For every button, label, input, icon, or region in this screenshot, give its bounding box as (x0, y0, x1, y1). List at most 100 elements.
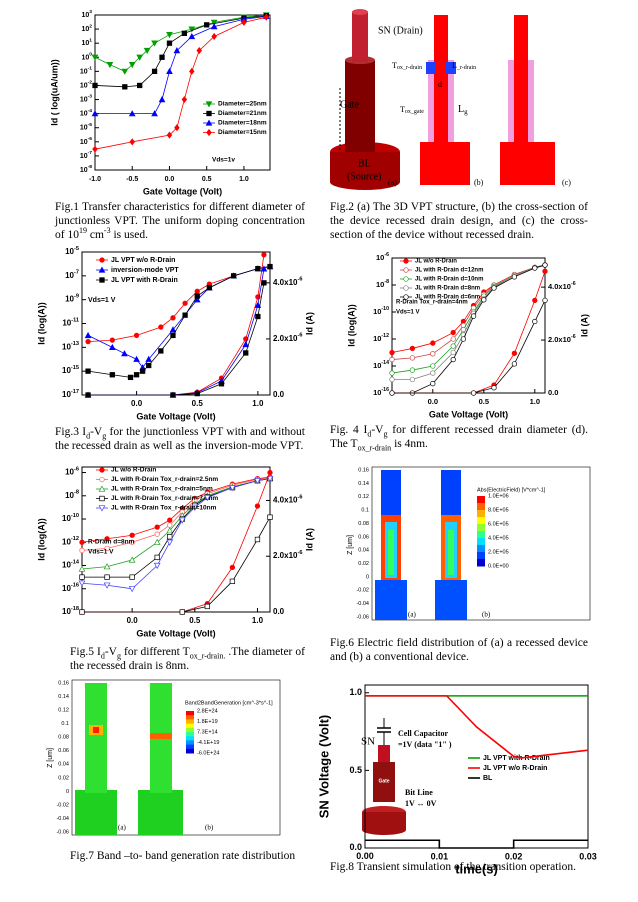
marker (196, 46, 202, 55)
marker (403, 267, 409, 273)
marker (128, 586, 136, 593)
gate-body (345, 60, 375, 152)
caption-text: 19 (78, 226, 87, 236)
device (85, 683, 107, 793)
marker (78, 565, 86, 572)
legend-label: JL with R-Drain Tox_r-drain=5nm (111, 486, 213, 493)
tick-exponent: -6 (571, 282, 576, 288)
y-tick-label: 10-12 (373, 333, 389, 343)
tick-exponent: -16 (381, 387, 389, 393)
sub: g (464, 108, 468, 116)
marker (143, 47, 151, 55)
marker (532, 297, 538, 304)
marker (167, 517, 173, 523)
sub: _r-drain (456, 65, 476, 71)
label: Tox_r-drain (392, 61, 422, 72)
drain-rod (352, 12, 368, 62)
marker (450, 356, 456, 363)
marker (169, 326, 177, 333)
x-tick-label: -0.5 (126, 176, 138, 183)
tick-text: 10 (80, 110, 88, 117)
label: SN (361, 736, 375, 748)
caption-text: ox_r-drain. (189, 651, 226, 661)
marker (403, 258, 409, 264)
tick-exponent: -14 (71, 560, 80, 566)
marker (409, 367, 416, 373)
marker (191, 504, 199, 511)
x-tick-label: 0.5 (202, 176, 212, 183)
label: (Source) (347, 171, 381, 182)
fig6-drawing: (a) (b) Abs(ElectricField) [V*cm^-1] Z [… (347, 466, 591, 621)
tick-text: 10 (62, 366, 71, 375)
marker (151, 40, 158, 47)
marker (254, 301, 262, 308)
colorbar-step (186, 711, 194, 716)
y-tick-label: 10-11 (62, 318, 79, 328)
x-axis-label: time(s) (455, 861, 498, 876)
tick-text: 4.0x10 (273, 496, 298, 505)
caption: Fig.6 Electric field distribution of (a)… (330, 636, 588, 664)
marker (178, 517, 186, 524)
tick-text: 10 (62, 607, 71, 616)
tick-exponent: -10 (71, 513, 79, 519)
marker (205, 119, 213, 126)
y-tick-label: 0.1 (361, 508, 369, 514)
y2-tick-label: 0.0 (548, 388, 558, 397)
tick-text: 10 (376, 253, 384, 262)
tick-text: 10 (81, 40, 89, 47)
colorbar-step (186, 744, 194, 750)
marker (255, 266, 261, 272)
marker (104, 536, 110, 542)
legend-label: Diameter=18nm (218, 120, 267, 127)
hotspot-core (93, 727, 99, 733)
tick-text: 10 (62, 390, 71, 399)
device-base (75, 790, 117, 835)
marker (78, 580, 86, 587)
caption-text: for different recessed drain diameter (d… (330, 424, 588, 450)
y-axis-label: Id ( log(uA/um)) (49, 59, 59, 125)
marker (167, 522, 173, 528)
tick-text: 0.00 (356, 851, 374, 861)
marker (129, 574, 135, 580)
marker (511, 361, 518, 367)
x-tick-label: 0.5 (192, 399, 204, 408)
y-tick-label: 0 (66, 789, 69, 795)
marker (179, 609, 185, 615)
caption: Fig. 4 Id-Vg for different recessed drai… (330, 423, 588, 452)
legend-label: JL with R-Drain Tox_r-drain=7.5nm (111, 495, 218, 502)
field-inner (448, 530, 454, 575)
y-tick-label: 0.16 (58, 680, 69, 686)
tick-exponent: -6 (297, 551, 302, 557)
marker (267, 469, 273, 476)
tick-exponent: -15 (71, 365, 79, 371)
y-tick-label: 10-16 (373, 387, 389, 397)
colorbar-label: -6.0E+24 (197, 750, 219, 756)
y-tick-label: 1.0 (349, 687, 362, 697)
colorbar-step (477, 552, 485, 560)
x-axis-label: Gate Voltage (Volt) (136, 411, 215, 421)
colorbar-label: 4.0E+05 (488, 535, 509, 541)
marker (532, 318, 538, 325)
tick-exponent: -9 (74, 294, 79, 300)
marker (133, 372, 140, 378)
label: d (438, 80, 442, 89)
marker (182, 312, 188, 318)
marker (154, 524, 160, 530)
legend-label: JL VPT with R-Drain (483, 755, 550, 762)
y-tick-label: 10-3 (80, 94, 92, 103)
marker (128, 110, 136, 117)
y-tick-label: 0.0 (349, 842, 362, 852)
marker (267, 514, 273, 520)
legend-label: Diameter=25nm (218, 101, 267, 108)
tick-text: 10 (80, 139, 88, 146)
marker (109, 372, 115, 378)
marker (243, 350, 249, 356)
tick-text: 1.0 (530, 397, 540, 406)
caption-text: Fig.6 Electric field distribution of (a)… (330, 637, 588, 663)
tick-exponent: -17 (71, 389, 79, 395)
marker (182, 300, 188, 306)
series-line (365, 695, 589, 759)
tick-text: 10 (373, 361, 381, 370)
tick-text: 1.0 (252, 399, 264, 408)
y-tick-label: -0.06 (356, 614, 369, 620)
